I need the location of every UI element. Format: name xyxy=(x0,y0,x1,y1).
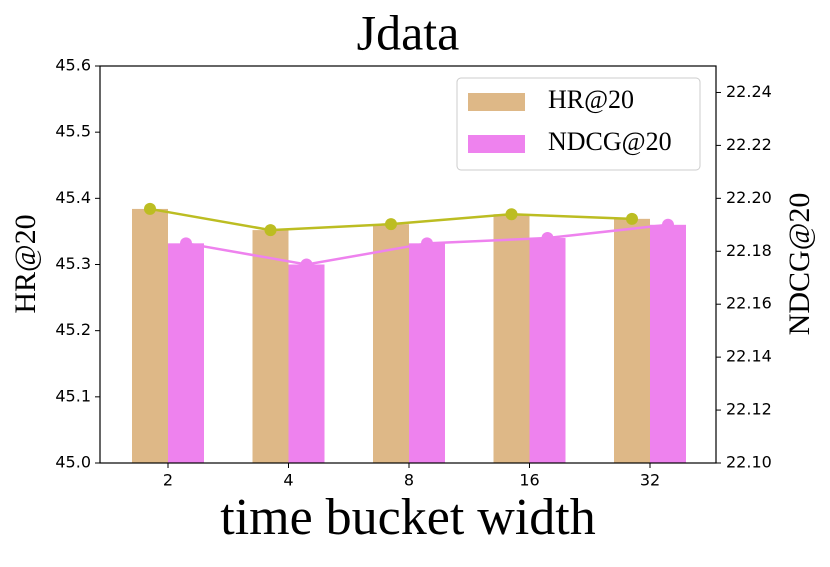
legend: HR@20 NDCG@20 xyxy=(456,77,701,171)
chart-title: Jdata xyxy=(357,4,460,60)
point xyxy=(144,202,156,215)
bar xyxy=(493,214,530,463)
bar xyxy=(252,230,289,463)
bar xyxy=(288,264,325,463)
point xyxy=(505,208,518,221)
y-tick-label: 45.3 xyxy=(55,254,91,273)
bar xyxy=(373,224,409,463)
legend-swatch xyxy=(468,93,525,111)
y2-tick-label: 22.10 xyxy=(726,453,772,472)
y2-tick-label: 22.12 xyxy=(726,400,772,419)
point xyxy=(541,232,554,245)
point xyxy=(421,237,433,250)
y-tick-label: 45.4 xyxy=(55,188,91,207)
x-axis-label: time bucket width xyxy=(220,489,595,546)
x-tick-label: 4 xyxy=(283,471,293,490)
bar xyxy=(614,218,650,463)
point xyxy=(626,212,638,225)
point xyxy=(264,224,277,237)
bar xyxy=(132,208,168,463)
y2-tick-label: 22.24 xyxy=(726,82,772,101)
point xyxy=(662,218,674,231)
y-tick-label: 45.2 xyxy=(55,320,91,339)
y-tick-label: 45.5 xyxy=(55,122,91,141)
y-tick-label: 45.0 xyxy=(55,453,91,472)
legend-label: HR@20 xyxy=(548,85,634,114)
point xyxy=(300,258,313,271)
y-tick-label: 45.1 xyxy=(55,386,91,405)
y-tick-label: 45.6 xyxy=(55,56,91,75)
y2-axis-label: NDCG@20 xyxy=(783,193,816,336)
y2-tick-label: 22.18 xyxy=(726,241,772,260)
y2-tick-label: 22.16 xyxy=(726,294,772,313)
x-tick-label: 2 xyxy=(163,471,173,490)
point xyxy=(180,237,192,250)
bar xyxy=(168,243,204,463)
point xyxy=(385,218,397,231)
bar xyxy=(650,224,686,463)
legend-label: NDCG@20 xyxy=(548,127,672,156)
y2-tick-label: 22.22 xyxy=(726,135,772,154)
x-tick-label: 32 xyxy=(640,471,660,490)
y-axis-label: HR@20 xyxy=(9,214,42,313)
legend-swatch xyxy=(468,135,525,153)
x-tick-label: 8 xyxy=(404,471,414,490)
y2-tick-label: 22.14 xyxy=(726,347,772,366)
bar xyxy=(529,238,566,463)
x-tick-label: 16 xyxy=(519,471,539,490)
bar xyxy=(409,243,445,463)
y2-tick-label: 22.20 xyxy=(726,188,772,207)
